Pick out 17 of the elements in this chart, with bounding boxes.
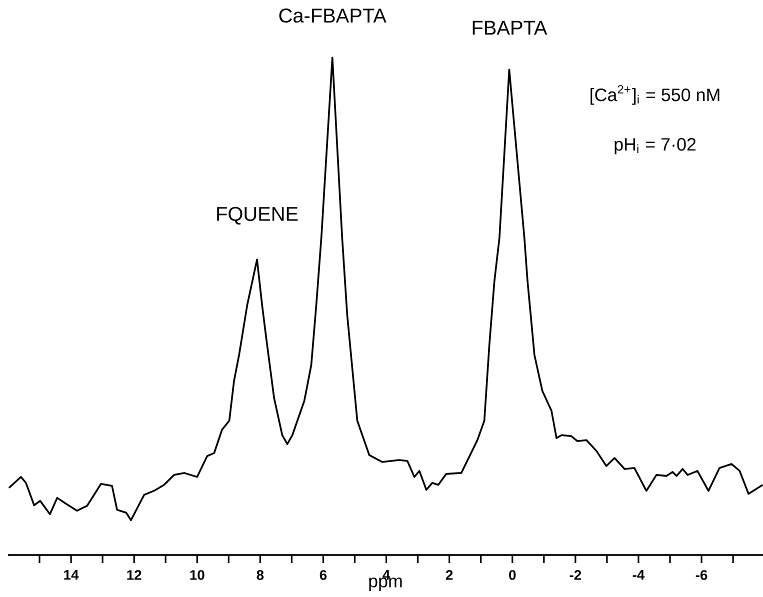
- x-tick-label: 4: [382, 570, 390, 580]
- x-tick-label: -6: [696, 570, 708, 580]
- annotation: FBAPTA: [472, 20, 548, 35]
- x-tick-label: 10: [190, 570, 204, 580]
- annotation: pH$_{i}$ = 7·02: [614, 138, 696, 154]
- x-tick-label: 12: [127, 570, 142, 580]
- x-tick-label: -4: [632, 570, 645, 580]
- annotation: FQUENE: [217, 206, 298, 225]
- x-axis-title: ppm: [369, 578, 402, 591]
- x-tick-label: 14: [64, 570, 79, 580]
- x-tick-label: 0: [509, 570, 516, 580]
- annotation: [Ca$^{2+}$]$_{i}$ = 550 nM: [590, 85, 720, 105]
- x-tick-label: 2: [446, 570, 453, 580]
- x-tick-label: 6: [320, 570, 327, 580]
- x-tick-label: 8: [256, 570, 264, 580]
- annotation: Ca-FBAPTA: [279, 8, 386, 23]
- x-tick-label: -2: [570, 570, 582, 580]
